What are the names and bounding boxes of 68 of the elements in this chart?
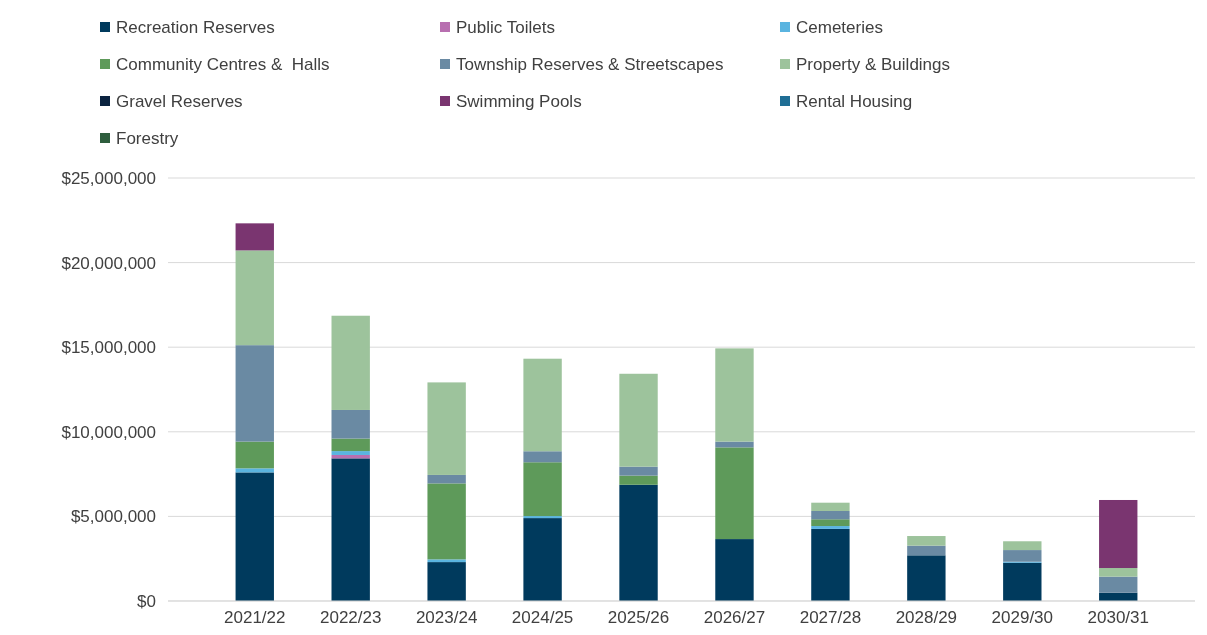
bar: [715, 447, 754, 540]
bar: [523, 516, 562, 519]
bar: [1099, 499, 1138, 569]
bar: [811, 528, 850, 601]
y-tick-label: $15,000,000: [61, 338, 156, 358]
bar: [235, 472, 274, 601]
bar: [331, 458, 370, 601]
bar: [523, 358, 562, 452]
legend-label: Property & Buildings: [796, 54, 951, 74]
bar: [331, 409, 370, 439]
bar: [427, 382, 466, 475]
bar: [235, 345, 274, 442]
bar: [811, 510, 850, 520]
bar: [427, 474, 466, 484]
x-tick-label: 2022/23: [319, 608, 382, 627]
bar: [235, 250, 274, 346]
legend-label: Township Reserves & Streetscapes: [456, 54, 724, 74]
y-tick-label: $5,000,000: [70, 507, 156, 527]
x-tick-label: 2023/24: [415, 608, 478, 627]
bar: [907, 555, 946, 601]
bar: [235, 441, 274, 469]
bar: [331, 451, 370, 455]
bar: [811, 502, 850, 511]
legend-label: Community Centres & Halls: [116, 54, 330, 74]
bar: [619, 373, 658, 467]
y-tick-label: $10,000,000: [61, 422, 156, 442]
y-tick-label: $0: [137, 591, 156, 611]
bar: [523, 462, 562, 517]
bar: [427, 559, 466, 563]
legend-label: Cemeteries: [796, 17, 883, 37]
bar: [427, 562, 466, 601]
legend-label: Recreation Reserves: [116, 17, 275, 37]
bar: [907, 545, 946, 556]
bar: [331, 315, 370, 410]
bar: [1099, 568, 1138, 577]
x-tick-label: 2025/26: [607, 608, 670, 627]
x-tick-label: 2021/22: [224, 608, 286, 627]
bar: [811, 519, 850, 527]
bar: [715, 539, 754, 601]
x-tick-label: 2028/29: [895, 608, 958, 627]
legend-label: Public Toilets: [456, 17, 555, 37]
bar: [811, 526, 850, 529]
bar: [235, 223, 274, 251]
bar: [907, 536, 946, 546]
legend-label: Forestry: [116, 128, 179, 148]
bar: [235, 468, 274, 473]
y-tick-label: $20,000,000: [61, 253, 156, 273]
x-tick-label: 2026/27: [703, 608, 766, 627]
x-tick-label: 2027/28: [799, 608, 862, 627]
x-tick-label: 2030/31: [1087, 608, 1149, 627]
bar: [1003, 550, 1042, 562]
x-tick-label: 2024/25: [511, 608, 574, 627]
x-tick-label: 2029/30: [991, 608, 1054, 627]
bar: [427, 483, 466, 560]
bar: [523, 451, 562, 463]
bar: [715, 348, 754, 442]
bar: [331, 438, 370, 452]
bar: [619, 466, 658, 476]
legend-label: Swimming Pools: [456, 91, 582, 111]
bar: [1003, 541, 1042, 551]
y-tick-label: $25,000,000: [61, 168, 156, 188]
bar: [1099, 576, 1138, 593]
bar: [523, 518, 562, 601]
legend-label: Gravel Reserves: [116, 91, 243, 111]
bar: [1003, 562, 1042, 601]
bar: [619, 484, 658, 601]
bar: [619, 475, 658, 485]
legend-label: Rental Housing: [796, 91, 913, 111]
